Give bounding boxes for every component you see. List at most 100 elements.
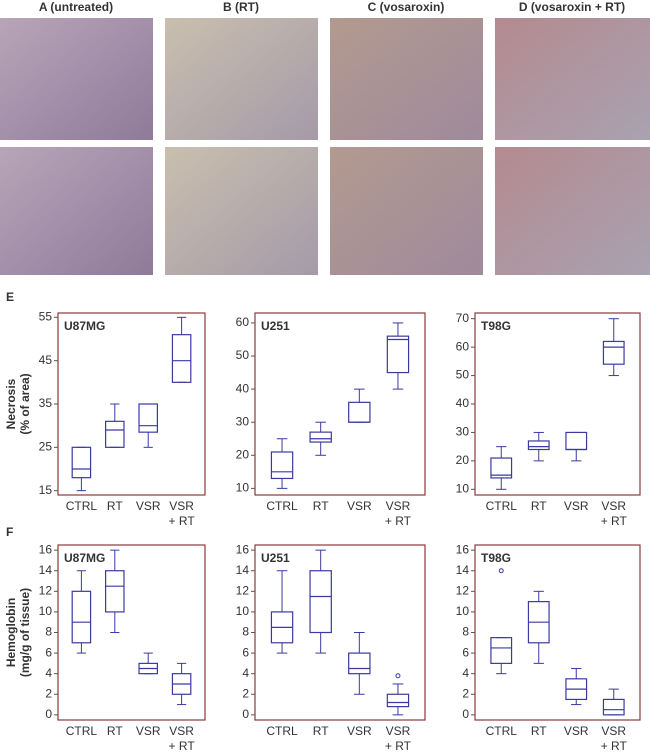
y-tick-label: 6 — [242, 645, 249, 659]
image — [165, 147, 318, 275]
x-tick-label: VSR + RT — [601, 499, 628, 528]
chart-title: U251 — [261, 319, 290, 333]
outlier — [395, 673, 401, 679]
box — [565, 431, 588, 451]
y-tick-label: 4 — [242, 666, 249, 680]
y-tick-label: 16 — [39, 542, 53, 556]
box — [309, 570, 332, 634]
x-tick-label: VSR — [564, 724, 589, 738]
panel-label: D (vosaroxin + RT) — [519, 0, 625, 14]
x-tick-label: RT — [313, 724, 329, 738]
x-tick-label: VSR — [136, 724, 161, 738]
image — [495, 147, 650, 275]
y-tick-label: 12 — [39, 583, 53, 597]
chart-title: T98G — [481, 319, 511, 333]
x-tick-label: CTRL — [486, 499, 518, 513]
x-tick-label: VSR — [347, 499, 372, 513]
box — [490, 637, 513, 664]
y-tick-label: 55 — [39, 310, 53, 324]
micrographs — [0, 18, 650, 275]
x-tick-label: VSR + RT — [601, 724, 628, 753]
box — [527, 440, 550, 451]
y-tick-label: 12 — [456, 583, 470, 597]
y-tick-label: 10 — [236, 481, 250, 495]
box — [105, 420, 125, 448]
box — [71, 446, 92, 479]
box — [386, 693, 410, 708]
x-tick-label: RT — [531, 724, 547, 738]
y-tick-label: 40 — [236, 381, 250, 395]
y-tick-label: 4 — [462, 666, 469, 680]
image — [0, 18, 153, 140]
image — [330, 147, 483, 275]
x-tick-label: VSR + RT — [169, 724, 196, 753]
x-tick-label: CTRL — [486, 724, 518, 738]
y-tick-label: 16 — [236, 542, 250, 556]
section-label: E — [6, 290, 14, 304]
y-tick-label: 20 — [456, 453, 470, 467]
box — [348, 401, 371, 423]
y-tick-label: 8 — [45, 625, 52, 639]
image — [165, 18, 318, 140]
x-tick-label: VSR + RT — [385, 724, 412, 753]
y-tick-label: 14 — [39, 563, 53, 577]
panel-label: B (RT) — [223, 0, 259, 14]
box — [309, 431, 332, 443]
x-tick-label: VSR + RT — [169, 499, 196, 528]
box — [386, 335, 410, 374]
x-tick-label: VSR — [136, 499, 161, 513]
box — [602, 698, 625, 716]
box — [348, 652, 371, 675]
y-tick-label: 35 — [39, 396, 53, 410]
y-tick-label: 16 — [456, 542, 470, 556]
plot-frame — [254, 312, 426, 496]
panel-label: C (vosaroxin) — [368, 0, 445, 14]
box — [270, 451, 294, 480]
y-axis-label: Necrosis — [4, 378, 18, 429]
y-tick-label: 10 — [456, 604, 470, 618]
y-axis-label: Hemoglobin — [4, 598, 18, 667]
y-tick-label: 4 — [45, 666, 52, 680]
panel-label: A (untreated) — [39, 0, 113, 14]
x-tick-label: RT — [313, 499, 329, 513]
chart-title: T98G — [481, 551, 511, 565]
x-tick-label: VSR — [564, 499, 589, 513]
y-tick-label: 30 — [236, 414, 250, 428]
box — [71, 590, 92, 644]
chart-title: U87MG — [64, 319, 105, 333]
y-tick-label: 60 — [456, 339, 470, 353]
x-tick-label: RT — [531, 499, 547, 513]
y-tick-label: 2 — [242, 686, 249, 700]
y-tick-label: 14 — [236, 563, 250, 577]
y-tick-label: 10 — [456, 481, 470, 495]
x-tick-label: CTRL — [66, 499, 98, 513]
y-tick-label: 50 — [456, 368, 470, 382]
y-tick-label: 8 — [242, 625, 249, 639]
y-tick-label: 50 — [236, 348, 250, 362]
x-tick-label: CTRL — [266, 499, 298, 513]
x-tick-label: RT — [107, 499, 123, 513]
y-tick-label: 0 — [462, 707, 469, 721]
y-tick-label: 60 — [236, 315, 250, 329]
y-tick-label: 70 — [456, 311, 470, 325]
y-tick-label: 10 — [39, 604, 53, 618]
plot-frame — [57, 312, 206, 496]
y-tick-label: 20 — [236, 447, 250, 461]
box — [602, 340, 625, 365]
x-tick-label: VSR — [347, 724, 372, 738]
y-tick-label: 0 — [242, 707, 249, 721]
y-axis-label: (mg/g of tissue) — [18, 588, 32, 677]
image — [330, 18, 483, 140]
y-tick-label: 10 — [236, 604, 250, 618]
chart-title: U87MG — [64, 551, 105, 565]
outlier — [498, 568, 504, 574]
y-tick-label: 2 — [462, 686, 469, 700]
x-tick-label: VSR + RT — [385, 499, 412, 528]
y-tick-label: 30 — [456, 425, 470, 439]
plot-frame — [474, 312, 641, 496]
chart-title: U251 — [261, 551, 290, 565]
y-tick-label: 40 — [456, 396, 470, 410]
y-tick-label: 6 — [462, 645, 469, 659]
y-tick-label: 25 — [39, 440, 53, 454]
